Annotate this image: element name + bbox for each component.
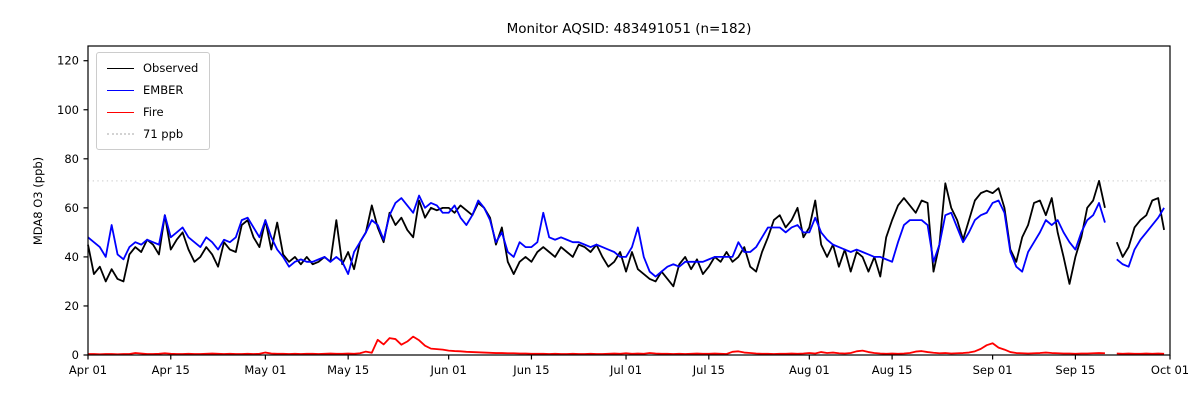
x-tick-label: Apr 01 bbox=[69, 363, 107, 377]
y-tick-label: 80 bbox=[64, 152, 79, 166]
legend-item-observed: Observed bbox=[107, 61, 198, 75]
series-ember-line bbox=[87, 194, 1165, 278]
y-axis-label: MDA8 O3 (ppb) bbox=[31, 156, 45, 246]
series-observed-line bbox=[87, 179, 1165, 288]
legend-label-fire: Fire bbox=[143, 105, 164, 119]
x-tick-label: Apr 15 bbox=[152, 363, 190, 377]
y-tick-label: 100 bbox=[57, 103, 79, 117]
x-tick-label: Aug 01 bbox=[789, 363, 830, 377]
observed-line-sample bbox=[107, 67, 134, 69]
y-tick-label: 0 bbox=[72, 348, 79, 362]
legend-label-ember: EMBER bbox=[143, 83, 184, 97]
x-tick-label: Aug 15 bbox=[872, 363, 913, 377]
legend-label-observed: Observed bbox=[143, 61, 199, 75]
x-tick-label: Oct 01 bbox=[1151, 363, 1189, 377]
y-tick-label: 20 bbox=[64, 299, 79, 313]
legend-item-ember: EMBER bbox=[107, 83, 198, 97]
y-tick-label: 60 bbox=[64, 201, 79, 215]
threshold-line-sample bbox=[107, 133, 134, 135]
legend: Observed EMBER Fire 71 ppb bbox=[96, 52, 211, 150]
plot-border bbox=[87, 45, 1171, 356]
series-fire-line bbox=[88, 335, 1165, 356]
x-tick-label: Sep 15 bbox=[1055, 363, 1095, 377]
legend-item-fire: Fire bbox=[107, 105, 198, 119]
x-tick-label: Jun 01 bbox=[430, 363, 467, 377]
x-tick-label: May 01 bbox=[244, 363, 286, 377]
x-tick-label: May 15 bbox=[327, 363, 369, 377]
legend-label-threshold: 71 ppb bbox=[143, 127, 184, 141]
x-tick-label: Sep 01 bbox=[973, 363, 1013, 377]
chart-title: Monitor AQSID: 483491051 (n=182) bbox=[506, 21, 752, 37]
y-tick-label: 120 bbox=[57, 54, 79, 68]
x-tick-label: Jul 15 bbox=[692, 363, 725, 377]
x-tick-label: Jul 01 bbox=[609, 363, 642, 377]
y-tick-label: 40 bbox=[64, 250, 79, 264]
fire-line-sample bbox=[107, 111, 134, 113]
ember-line-sample bbox=[107, 89, 134, 91]
x-tick-label: Jun 15 bbox=[512, 363, 549, 377]
legend-item-threshold: 71 ppb bbox=[107, 127, 198, 141]
